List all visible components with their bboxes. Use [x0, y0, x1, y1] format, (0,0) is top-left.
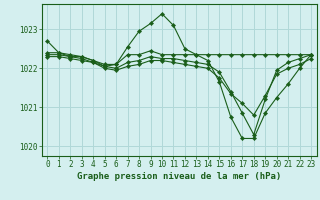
X-axis label: Graphe pression niveau de la mer (hPa): Graphe pression niveau de la mer (hPa)	[77, 172, 281, 181]
